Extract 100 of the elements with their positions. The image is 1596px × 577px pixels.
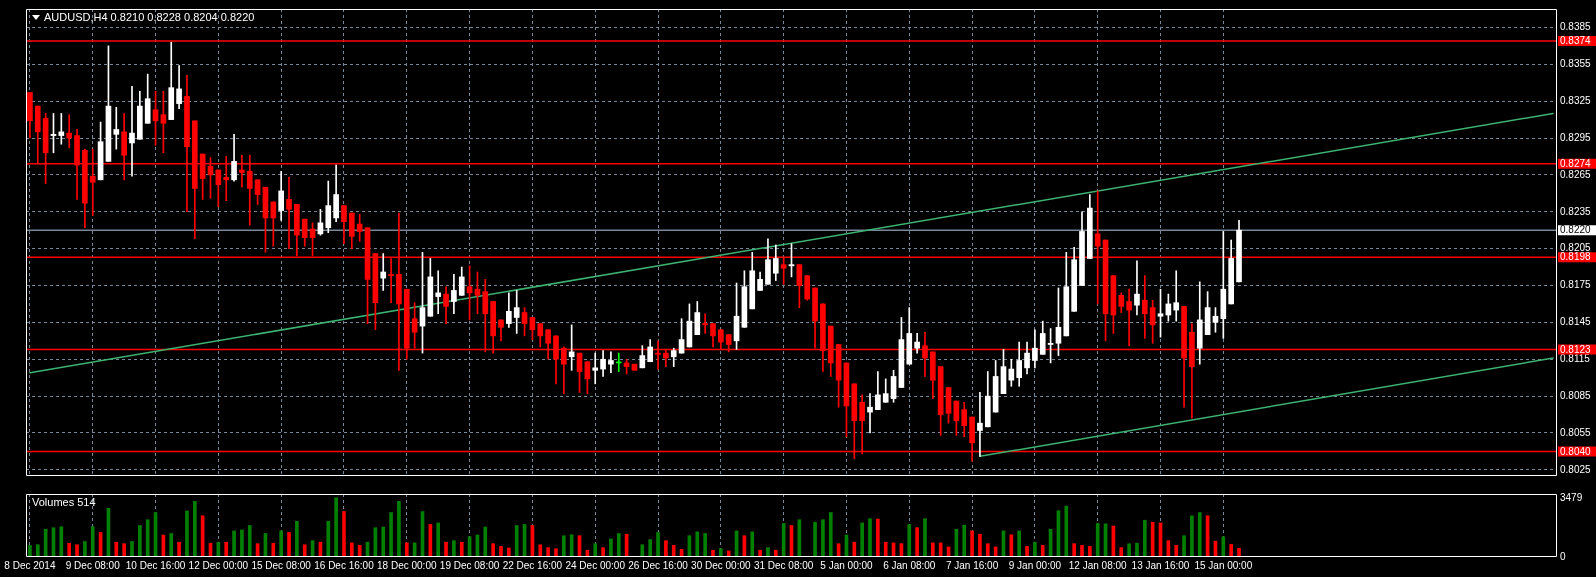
bar	[169, 533, 174, 557]
bar	[224, 541, 229, 557]
bar	[122, 543, 126, 557]
bar	[1229, 544, 1233, 557]
x-tick-label: 19 Dec 08:00	[439, 559, 500, 571]
candlestick	[435, 270, 442, 315]
bar	[1080, 545, 1084, 557]
x-tick-label: 31 Dec 08:00	[753, 559, 814, 571]
bar	[302, 544, 307, 557]
x-tick-label: 15 Dec 08:00	[251, 559, 312, 571]
bar	[232, 530, 236, 557]
candlestick	[1141, 275, 1148, 339]
bar	[1142, 519, 1147, 557]
bar	[695, 531, 700, 557]
bar	[828, 512, 833, 557]
candlestick	[380, 253, 387, 291]
bar	[287, 532, 291, 557]
bar	[507, 547, 511, 557]
bar	[1025, 546, 1029, 557]
bar	[883, 541, 888, 557]
bar	[538, 544, 543, 557]
bar	[664, 540, 668, 557]
bar	[868, 518, 872, 557]
bar	[750, 531, 755, 557]
x-tick-label: 24 Dec 00:00	[565, 559, 626, 571]
bar	[648, 539, 653, 557]
bar	[90, 526, 95, 557]
bar	[1135, 542, 1139, 557]
x-tick-label: 15 Jan 00:00	[1194, 559, 1253, 571]
bar	[326, 520, 331, 557]
y-tick-label: 3479	[1560, 491, 1583, 503]
y-tick-label: 0.8055	[1560, 426, 1592, 438]
bar	[436, 522, 441, 557]
bar	[381, 526, 386, 557]
x-tick-label: 12 Jan 08:00	[1068, 559, 1128, 571]
bar	[978, 533, 982, 557]
y-tick-label: 0.8325	[1560, 94, 1592, 106]
chart-title: Volumes 514	[32, 496, 96, 509]
bar	[240, 529, 244, 557]
bar	[444, 541, 448, 557]
bar	[876, 518, 880, 557]
bar	[397, 500, 401, 557]
bar	[342, 511, 346, 557]
bar	[1221, 536, 1226, 557]
y-tick-label: 0.8145	[1560, 316, 1592, 328]
x-tick-label: 6 Jan 08:00	[883, 559, 936, 571]
bar	[758, 549, 762, 557]
bar	[821, 519, 825, 557]
bar	[279, 530, 283, 557]
bar	[1040, 545, 1045, 557]
bar	[923, 518, 927, 557]
candlestick	[608, 351, 614, 374]
bar	[271, 542, 276, 557]
bar	[907, 524, 912, 557]
x-tick-label: 13 Jan 16:00	[1131, 559, 1190, 571]
bar	[609, 538, 613, 557]
x-tick-label: 12 Dec 00:00	[188, 559, 249, 571]
candlestick	[129, 86, 135, 177]
bar	[350, 542, 354, 557]
bar	[601, 547, 605, 557]
candlestick	[286, 177, 292, 249]
bar	[1095, 523, 1100, 557]
ref-line-label: 0.8123	[1560, 343, 1592, 355]
chart-title: AUDUSD,H4 0.8210 0.8228 0.8204 0.8220	[44, 11, 255, 24]
bar	[491, 543, 495, 557]
bar	[138, 525, 142, 557]
bar	[671, 545, 676, 557]
ref-line-label: 0.8374	[1560, 35, 1592, 47]
bar	[616, 533, 621, 557]
bar	[1127, 543, 1131, 557]
x-tick-label: 18 Dec 00:00	[377, 559, 437, 571]
bar	[930, 542, 935, 557]
bar	[962, 524, 967, 557]
bar	[1190, 515, 1194, 557]
bar	[83, 541, 87, 557]
bar	[452, 540, 456, 557]
candlestick	[702, 313, 708, 334]
x-tick-label: 8 Dec 2014	[4, 559, 56, 571]
y-tick-label: 0.8025	[1560, 463, 1592, 475]
bar	[1174, 545, 1179, 557]
ref-line-label: 0.8040	[1560, 445, 1592, 457]
y-tick-label: 0.8175	[1560, 279, 1592, 291]
bar	[1033, 541, 1037, 557]
x-tick-label: 9 Jan 00:00	[1008, 559, 1062, 571]
bar	[1088, 546, 1092, 557]
ref-line-label: 0.8274	[1560, 158, 1592, 170]
candlestick	[977, 392, 983, 457]
y-tick-label: 0.8385	[1560, 21, 1592, 33]
bar	[1237, 547, 1241, 557]
bar	[75, 544, 79, 557]
bar	[640, 544, 645, 557]
bar	[404, 542, 409, 557]
bar	[1072, 543, 1076, 557]
bar	[1064, 505, 1069, 557]
bar	[1182, 535, 1186, 557]
y-tick-label: 0.8115	[1560, 353, 1591, 364]
x-tick-label: 10 Dec 16:00	[125, 559, 186, 571]
y-tick-label: 0.8085	[1560, 389, 1592, 401]
x-tick-label: 16 Dec 16:00	[314, 559, 375, 571]
x-tick-label: 9 Dec 08:00	[65, 559, 121, 571]
